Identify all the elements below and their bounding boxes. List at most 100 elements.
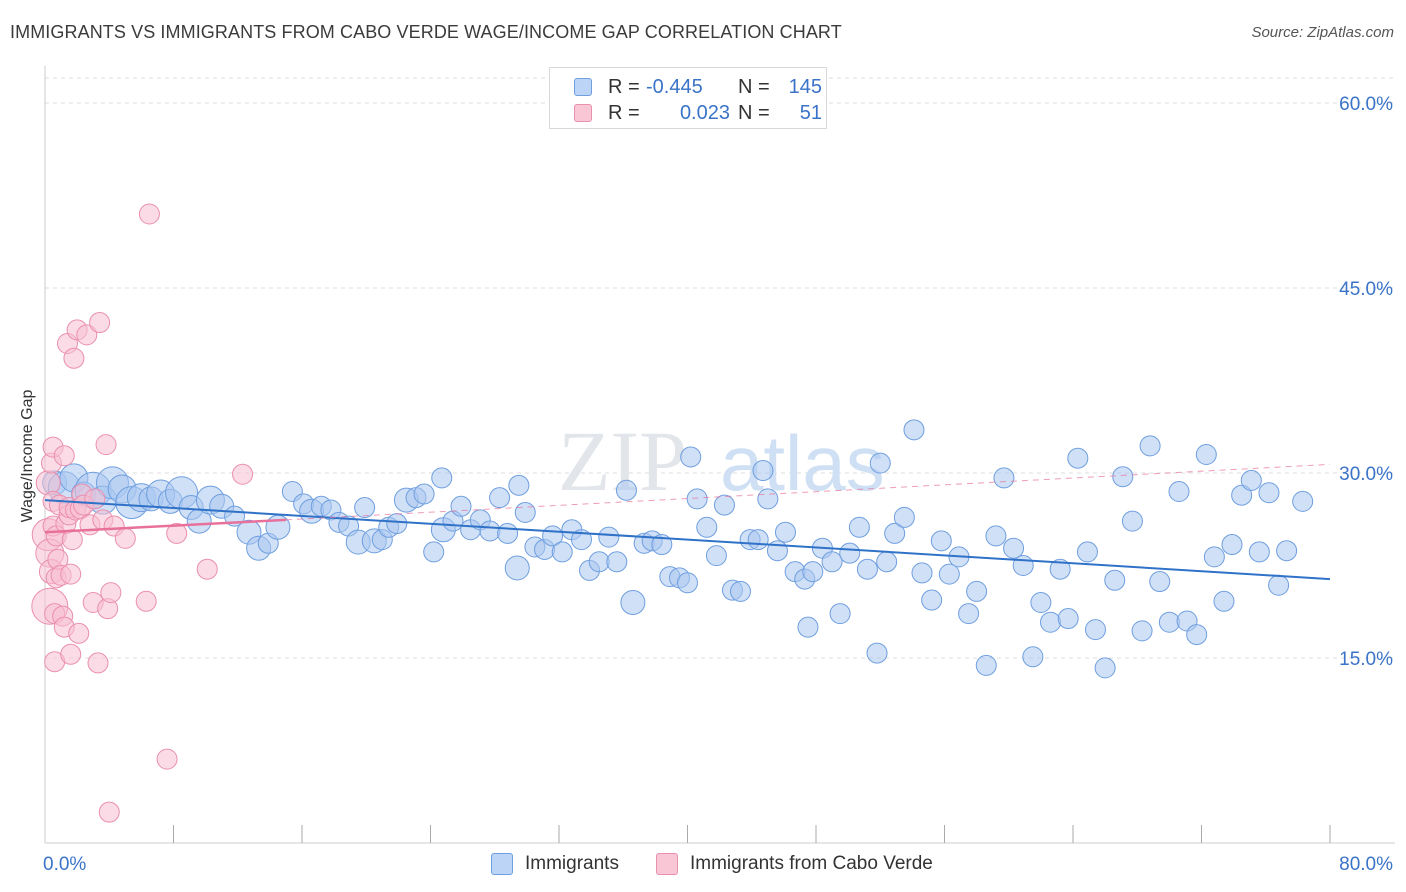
point-immigrants: [1221, 534, 1243, 556]
bottom-legend-immigrants: Immigrants: [491, 852, 619, 876]
point-immigrants: [1121, 510, 1143, 532]
point-cabo-verde: [68, 622, 90, 644]
point-immigrants: [1258, 482, 1280, 504]
point-immigrants: [893, 506, 915, 528]
y-tick-label: 15.0%: [1339, 649, 1393, 670]
legend-r-label: R =: [608, 75, 640, 98]
point-immigrants: [839, 542, 861, 564]
bottom-legend-cabo-verde: Immigrants from Cabo Verde: [656, 852, 933, 876]
point-immigrants: [265, 514, 291, 540]
point-immigrants: [1240, 469, 1262, 491]
point-cabo-verde: [61, 529, 83, 551]
point-immigrants: [752, 460, 774, 482]
point-immigrants: [1268, 574, 1290, 596]
point-immigrants: [431, 467, 453, 489]
y-tick-label: 45.0%: [1339, 279, 1393, 300]
point-immigrants: [677, 572, 698, 594]
point-immigrants: [829, 603, 851, 625]
point-immigrants: [1012, 555, 1034, 576]
point-immigrants: [1049, 558, 1071, 580]
point-immigrants: [489, 487, 511, 509]
point-cabo-verde: [166, 522, 188, 544]
point-immigrants: [1003, 537, 1025, 559]
chart-title: IMMIGRANTS VS IMMIGRANTS FROM CABO VERDE…: [10, 22, 842, 42]
point-immigrants: [1057, 608, 1079, 630]
point-immigrants: [774, 521, 796, 543]
point-immigrants: [1104, 569, 1126, 591]
point-immigrants: [1022, 646, 1044, 668]
legend-row-immigrants: R = -0.445 N = 145: [574, 75, 822, 99]
bottom-legend-label-immigrants: Immigrants: [525, 853, 619, 874]
point-immigrants: [680, 446, 702, 468]
legend-r-value: -0.445: [646, 75, 703, 98]
point-immigrants: [1040, 611, 1062, 633]
point-immigrants: [1030, 592, 1052, 613]
point-immigrants: [856, 558, 878, 580]
point-immigrants: [797, 616, 819, 638]
trend-line-cabo-verde: [44, 518, 287, 534]
point-immigrants: [696, 516, 718, 538]
point-immigrants: [497, 522, 519, 544]
point-immigrants: [606, 551, 628, 573]
point-immigrants: [1248, 541, 1270, 563]
point-immigrants: [975, 654, 997, 676]
point-immigrants: [413, 483, 435, 505]
point-immigrants: [869, 452, 891, 474]
legend-swatch-pink: [574, 104, 592, 122]
point-immigrants: [651, 534, 673, 556]
point-immigrants: [514, 501, 536, 523]
point-cabo-verde: [53, 445, 75, 467]
point-immigrants: [1067, 447, 1089, 469]
point-immigrants: [1231, 484, 1253, 506]
point-immigrants: [993, 467, 1015, 489]
bottom-legend-label-cabo-verde: Immigrants from Cabo Verde: [690, 853, 933, 874]
point-immigrants: [1213, 590, 1235, 612]
point-cabo-verde: [98, 801, 120, 823]
point-immigrants: [1276, 540, 1298, 562]
point-immigrants: [705, 545, 727, 567]
point-immigrants: [686, 488, 708, 510]
point-immigrants: [508, 474, 530, 496]
point-immigrants: [903, 419, 925, 441]
point-immigrants: [911, 562, 933, 584]
tick-labels: 15.0% 30.0% 45.0% 60.0% 0.0% 80.0%: [43, 94, 1393, 875]
y-tick-label: 30.0%: [1339, 464, 1393, 485]
point-immigrants: [1139, 435, 1161, 457]
correlation-legend: R = -0.445 N = 145 R = 0.023 N = 51: [549, 67, 827, 129]
point-immigrants: [757, 488, 779, 510]
point-cabo-verde: [156, 748, 178, 770]
point-immigrants: [1112, 466, 1134, 488]
point-immigrants: [504, 555, 530, 581]
point-immigrants: [884, 522, 906, 544]
point-cabo-verde: [138, 203, 160, 225]
point-immigrants: [423, 541, 445, 563]
point-immigrants: [921, 589, 943, 611]
point-cabo-verde: [135, 590, 157, 612]
point-immigrants: [570, 529, 592, 551]
point-immigrants: [966, 580, 988, 602]
point-immigrants: [1158, 611, 1180, 633]
point-immigrants: [1203, 546, 1225, 568]
x-tick-label-min: 0.0%: [43, 854, 86, 875]
point-cabo-verde: [35, 470, 61, 496]
point-immigrants: [802, 561, 824, 583]
point-cabo-verde: [60, 563, 82, 585]
point-immigrants: [588, 551, 610, 573]
axes: [44, 66, 1395, 844]
bottom-legend-swatch-blue: [491, 853, 513, 875]
point-immigrants: [730, 580, 752, 602]
legend-n-label: N =: [738, 101, 770, 124]
point-immigrants: [958, 603, 980, 625]
point-cabo-verde: [100, 582, 122, 604]
point-cabo-verde: [76, 324, 98, 346]
source-label: Source: ZipAtlas.com: [1251, 24, 1394, 41]
point-immigrants: [985, 525, 1007, 547]
point-immigrants: [1149, 571, 1171, 593]
y-tick-label: 60.0%: [1339, 94, 1393, 115]
point-immigrants: [620, 590, 646, 615]
legend-n-value: 51: [799, 101, 822, 124]
point-cabo-verde: [84, 488, 106, 510]
point-cabo-verde: [89, 312, 111, 334]
point-cabo-verde: [196, 558, 218, 580]
